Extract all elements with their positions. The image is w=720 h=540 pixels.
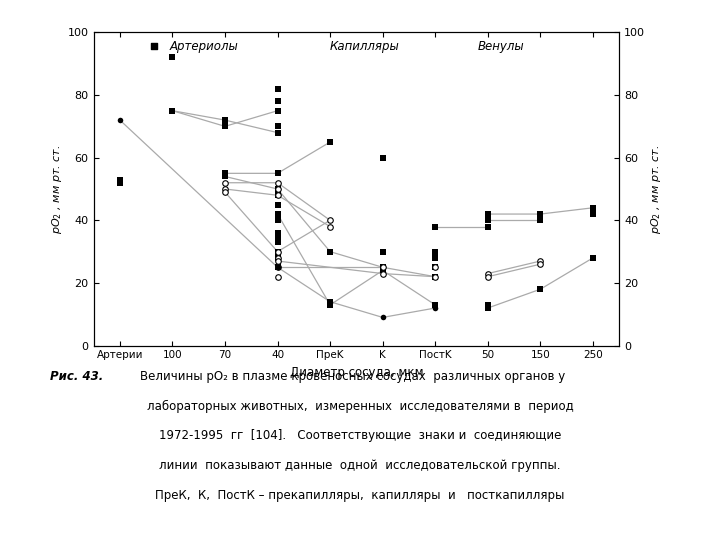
- Point: [324, 138, 336, 146]
- Point: [219, 169, 230, 178]
- Point: [272, 200, 284, 209]
- Text: Капилляры: Капилляры: [330, 40, 400, 53]
- Point: [120, 338, 132, 347]
- Y-axis label: рО$_2$ , мм рт. ст.: рО$_2$ , мм рт. ст.: [50, 144, 63, 234]
- Point: [219, 116, 230, 124]
- Point: [429, 263, 441, 272]
- Point: [588, 254, 599, 262]
- Point: [114, 178, 126, 187]
- Point: [272, 254, 284, 262]
- Point: [272, 185, 284, 193]
- Point: [324, 298, 336, 306]
- Point: [377, 153, 389, 162]
- Point: [429, 222, 441, 231]
- Point: [219, 172, 230, 181]
- Point: [272, 216, 284, 225]
- Point: [272, 238, 284, 247]
- Point: [534, 256, 546, 265]
- Text: Величины рО₂ в плазме кровеносных сосудах  различных органов у: Величины рО₂ в плазме кровеносных сосуда…: [140, 370, 566, 383]
- Point: [482, 269, 494, 278]
- Point: [429, 303, 441, 312]
- Point: [272, 228, 284, 237]
- Point: [482, 216, 494, 225]
- Point: [429, 263, 441, 272]
- Point: [272, 247, 284, 256]
- Point: [324, 298, 336, 306]
- Point: [272, 247, 284, 256]
- Point: [219, 185, 230, 193]
- Point: [219, 122, 230, 131]
- Point: [482, 301, 494, 309]
- Point: [272, 263, 284, 272]
- Text: Рис. 43.: Рис. 43.: [50, 370, 104, 383]
- Point: [167, 106, 179, 115]
- Point: [429, 272, 441, 281]
- Point: [272, 97, 284, 106]
- Point: [272, 191, 284, 200]
- Point: [272, 129, 284, 137]
- Point: [324, 247, 336, 256]
- Point: [324, 301, 336, 309]
- Point: [429, 247, 441, 256]
- Point: [272, 263, 284, 272]
- Point: [588, 210, 599, 218]
- Point: [272, 263, 284, 272]
- Point: [114, 176, 126, 184]
- Point: [377, 263, 389, 272]
- Point: [272, 191, 284, 200]
- Text: линии  показывают данные  одной  исследовательской группы.: линии показывают данные одной исследоват…: [159, 459, 561, 472]
- Point: [272, 122, 284, 131]
- Text: лабораторных животных,  измеренных  исследователями в  период: лабораторных животных, измеренных исслед…: [147, 400, 573, 413]
- Point: [272, 106, 284, 115]
- Point: [272, 178, 284, 187]
- Text: Венулы: Венулы: [477, 40, 524, 53]
- Point: [377, 266, 389, 275]
- Point: [377, 269, 389, 278]
- Point: [272, 256, 284, 265]
- Point: [482, 303, 494, 312]
- Point: [377, 313, 389, 322]
- Point: [429, 254, 441, 262]
- Point: [429, 301, 441, 309]
- Text: ПреК,  К,  ПостК – прекапилляры,  капилляры  и   посткапилляры: ПреК, К, ПостК – прекапилляры, капилляры…: [156, 489, 564, 502]
- Point: [272, 185, 284, 193]
- Y-axis label: рО$_2$ , мм рт. ст.: рО$_2$ , мм рт. ст.: [649, 144, 663, 234]
- Point: [114, 116, 126, 124]
- Point: [534, 210, 546, 218]
- Point: [219, 178, 230, 187]
- Point: [534, 260, 546, 268]
- Point: [482, 222, 494, 231]
- Point: [588, 204, 599, 212]
- Point: [272, 272, 284, 281]
- Point: [272, 210, 284, 218]
- Point: [219, 188, 230, 197]
- X-axis label: Диаметр сосуда, мкм: Диаметр сосуда, мкм: [289, 366, 423, 379]
- Point: [324, 222, 336, 231]
- Text: 1972-1995  гг  [104].   Соответствующие  знаки и  соединяющие: 1972-1995 гг [104]. Соответствующие знак…: [159, 429, 561, 442]
- Point: [534, 216, 546, 225]
- Point: [324, 216, 336, 225]
- Point: [429, 272, 441, 281]
- Text: Артериолы: Артериолы: [170, 40, 238, 53]
- Point: [377, 263, 389, 272]
- Point: [167, 53, 179, 62]
- Point: [377, 247, 389, 256]
- Point: [482, 210, 494, 218]
- Point: [272, 169, 284, 178]
- Point: [534, 285, 546, 294]
- Point: [272, 254, 284, 262]
- Point: [482, 272, 494, 281]
- Point: [272, 232, 284, 240]
- Point: [272, 84, 284, 93]
